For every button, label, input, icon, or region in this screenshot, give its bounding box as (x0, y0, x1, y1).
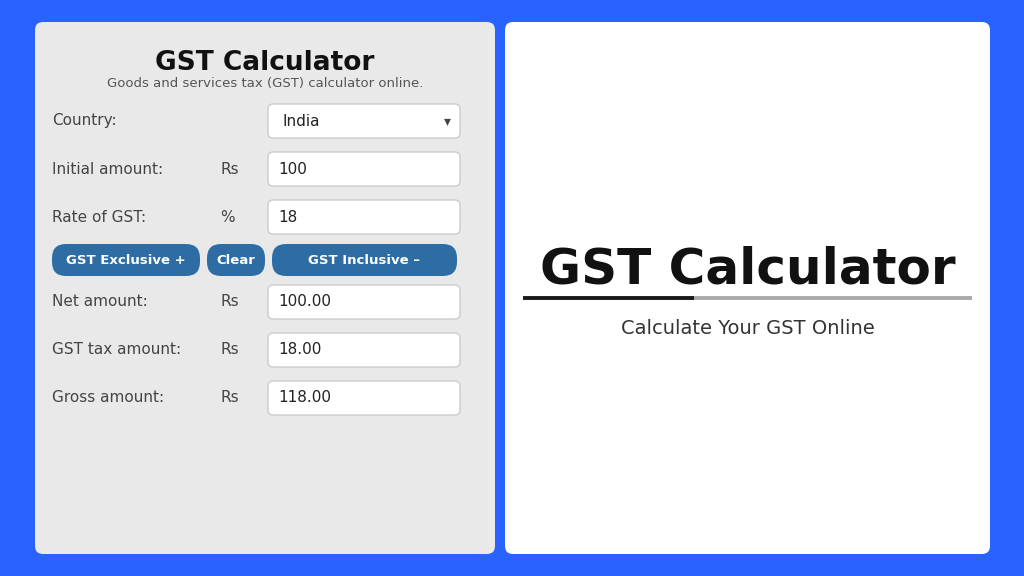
FancyBboxPatch shape (505, 22, 990, 554)
Text: Country:: Country: (52, 113, 117, 128)
FancyBboxPatch shape (268, 152, 460, 186)
Text: Gross amount:: Gross amount: (52, 391, 164, 406)
Text: GST Exclusive +: GST Exclusive + (67, 253, 185, 267)
Text: 18: 18 (278, 210, 297, 225)
Text: GST Inclusive –: GST Inclusive – (308, 253, 421, 267)
FancyBboxPatch shape (207, 244, 265, 276)
FancyBboxPatch shape (35, 22, 495, 554)
Text: GST tax amount:: GST tax amount: (52, 343, 181, 358)
FancyBboxPatch shape (268, 381, 460, 415)
FancyBboxPatch shape (272, 244, 457, 276)
Text: GST Calculator: GST Calculator (540, 246, 955, 294)
Text: 18.00: 18.00 (278, 343, 322, 358)
Text: Clear: Clear (216, 253, 255, 267)
Text: 118.00: 118.00 (278, 391, 331, 406)
Text: Rs: Rs (220, 343, 239, 358)
Text: ▾: ▾ (444, 114, 451, 128)
Text: Rs: Rs (220, 391, 239, 406)
Text: %: % (220, 210, 234, 225)
FancyBboxPatch shape (268, 200, 460, 234)
FancyBboxPatch shape (52, 244, 200, 276)
Text: Goods and services tax (GST) calculator online.: Goods and services tax (GST) calculator … (106, 78, 423, 90)
Text: Calculate Your GST Online: Calculate Your GST Online (621, 319, 874, 338)
Text: GST Calculator: GST Calculator (156, 50, 375, 76)
FancyBboxPatch shape (268, 104, 460, 138)
Text: 100.00: 100.00 (278, 294, 331, 309)
FancyBboxPatch shape (268, 333, 460, 367)
Text: Initial amount:: Initial amount: (52, 161, 163, 176)
Text: 100: 100 (278, 161, 307, 176)
Text: Rs: Rs (220, 294, 239, 309)
FancyBboxPatch shape (268, 285, 460, 319)
Text: Rate of GST:: Rate of GST: (52, 210, 146, 225)
Text: Rs: Rs (220, 161, 239, 176)
Text: India: India (282, 113, 319, 128)
Text: Net amount:: Net amount: (52, 294, 147, 309)
